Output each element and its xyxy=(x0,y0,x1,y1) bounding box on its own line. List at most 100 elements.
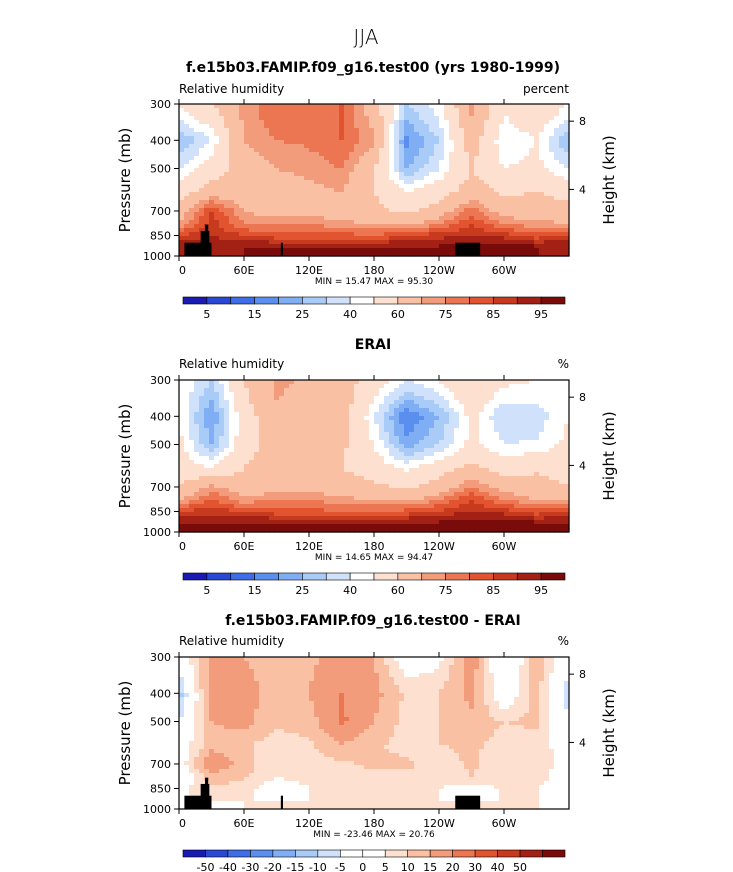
field-cell xyxy=(539,460,545,465)
field-cell xyxy=(359,424,365,429)
field-cell xyxy=(404,244,410,249)
field-cell xyxy=(294,180,300,185)
field-cell xyxy=(409,224,415,229)
field-cell xyxy=(374,216,380,221)
field-cell xyxy=(264,212,270,217)
field-cell xyxy=(469,228,475,233)
field-cell xyxy=(494,184,500,189)
field-cell xyxy=(269,140,275,145)
field-cell xyxy=(239,144,245,149)
field-cell xyxy=(304,392,310,397)
field-cell xyxy=(544,192,550,197)
field-cell xyxy=(239,392,245,397)
field-cell xyxy=(259,444,265,449)
field-cell xyxy=(504,236,510,241)
field-cell xyxy=(274,172,280,177)
field-cell xyxy=(514,164,520,169)
field-cell xyxy=(309,164,315,169)
field-cell xyxy=(259,204,265,209)
field-cell xyxy=(364,200,370,205)
field-cell xyxy=(374,396,380,401)
field-cell xyxy=(339,476,345,481)
field-cell xyxy=(529,180,535,185)
field-cell xyxy=(329,124,335,129)
field-cell xyxy=(374,116,380,121)
field-cell xyxy=(419,120,425,125)
field-cell xyxy=(474,112,480,117)
colorbar-label: 25 xyxy=(295,308,309,321)
field-cell xyxy=(464,196,470,201)
field-cell xyxy=(379,212,385,217)
field-cell xyxy=(554,196,560,201)
field-cell xyxy=(224,168,230,173)
field-cell xyxy=(554,444,560,449)
field-cell xyxy=(509,172,515,177)
field-cell xyxy=(484,440,490,445)
field-cell xyxy=(389,216,395,221)
field-cell xyxy=(414,220,420,225)
field-cell xyxy=(504,416,510,421)
field-cell xyxy=(344,244,350,249)
field-cell xyxy=(489,104,495,109)
field-cell xyxy=(534,244,540,249)
field-cell xyxy=(454,168,460,173)
field-cell xyxy=(219,124,225,129)
field-cell xyxy=(459,132,465,137)
field-cell xyxy=(234,176,240,181)
field-cell xyxy=(324,396,330,401)
field-cell xyxy=(319,168,325,173)
field-cell xyxy=(194,476,200,481)
field-cell xyxy=(494,232,500,237)
field-cell xyxy=(424,144,430,149)
field-cell xyxy=(259,152,265,157)
field-cell xyxy=(444,156,450,161)
field-cell xyxy=(264,412,270,417)
field-cell xyxy=(229,404,235,409)
field-cell xyxy=(294,456,300,461)
field-cell xyxy=(204,464,210,469)
field-cell xyxy=(244,248,250,253)
field-cell xyxy=(384,160,390,165)
field-cell xyxy=(274,124,280,129)
field-cell xyxy=(259,240,265,245)
field-cell xyxy=(304,232,310,237)
field-cell xyxy=(544,444,550,449)
field-cell xyxy=(554,432,560,437)
field-cell xyxy=(409,416,415,421)
field-cell xyxy=(294,224,300,229)
field-cell xyxy=(434,124,440,129)
field-cell xyxy=(249,436,255,441)
field-cell xyxy=(334,380,340,385)
field-cell xyxy=(219,428,225,433)
field-cell xyxy=(329,108,335,113)
field-cell xyxy=(384,436,390,441)
field-cell xyxy=(359,108,365,113)
field-cell xyxy=(279,396,285,401)
field-cell xyxy=(534,136,540,141)
field-cell xyxy=(419,420,425,425)
field-cell xyxy=(444,416,450,421)
field-cell xyxy=(404,384,410,389)
field-cell xyxy=(204,200,210,205)
field-cell xyxy=(229,384,235,389)
field-cell xyxy=(504,204,510,209)
field-cell xyxy=(254,464,260,469)
field-cell xyxy=(224,396,230,401)
field-cell xyxy=(509,252,515,257)
field-cell xyxy=(534,252,540,257)
field-cell xyxy=(514,476,520,481)
field-cell xyxy=(449,180,455,185)
field-cell xyxy=(499,440,505,445)
field-cell xyxy=(499,160,505,165)
field-cell xyxy=(369,116,375,121)
field-cell xyxy=(454,184,460,189)
field-cell xyxy=(259,436,265,441)
field-cell xyxy=(389,184,395,189)
field-cell xyxy=(329,176,335,181)
field-cell xyxy=(389,452,395,457)
field-cell xyxy=(414,128,420,133)
field-cell xyxy=(344,420,350,425)
field-cell xyxy=(404,404,410,409)
field-cell xyxy=(499,408,505,413)
field-cell xyxy=(539,168,545,173)
